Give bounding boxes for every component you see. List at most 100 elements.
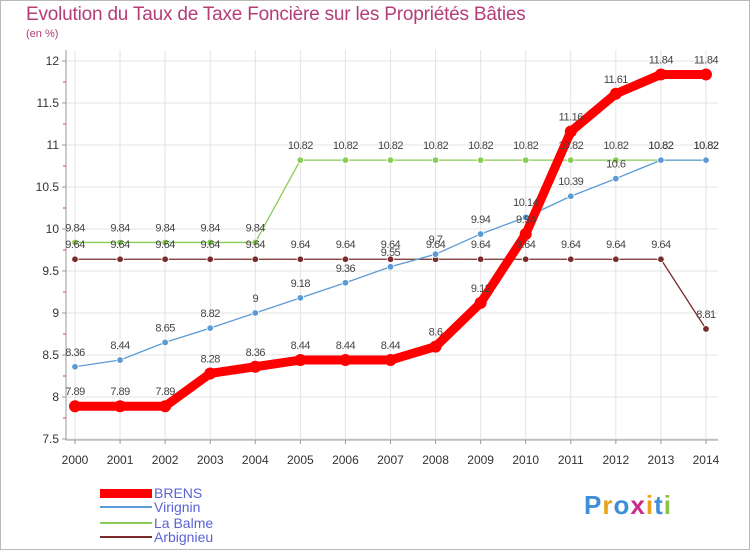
point-brens-2009 <box>474 296 487 309</box>
data-label-brens-2010: 9.94 <box>516 214 536 226</box>
data-label-la-balme-2001: 9.84 <box>110 222 130 234</box>
legend-label: BRENS <box>154 485 203 501</box>
ytick-label-11: 11 <box>47 138 60 152</box>
xtick-label-2005: 2005 <box>287 453 314 467</box>
point-la-balme-2009 <box>476 156 485 164</box>
xtick-label-2009: 2009 <box>467 453 494 467</box>
point-arbignieu-2010 <box>522 255 530 263</box>
data-label-la-balme-2011: 10.82 <box>558 140 583 152</box>
point-brens-2003 <box>204 367 217 380</box>
data-label-arbignieu-2011: 9.64 <box>561 239 581 251</box>
point-la-balme-2010 <box>522 156 530 164</box>
xtick-label-2012: 2012 <box>602 453 629 467</box>
point-brens-2004 <box>249 360 262 373</box>
logo-letter: i <box>645 490 655 520</box>
ytick-label-10: 10 <box>46 222 60 236</box>
xtick-label-2014: 2014 <box>693 453 720 467</box>
data-label-virignin-2000: 8.36 <box>65 347 85 359</box>
data-label-brens-2012: 11.61 <box>604 74 629 86</box>
legend-swatch <box>100 506 152 508</box>
point-la-balme-2001 <box>116 238 124 247</box>
data-label-virignin-2014: 10.82 <box>693 140 718 152</box>
data-label-virignin-2007: 9.55 <box>381 247 401 259</box>
data-label-la-balme-2008: 10.82 <box>423 140 448 152</box>
data-label-arbignieu-2003: 9.64 <box>200 239 220 251</box>
xtick-label-2003: 2003 <box>197 453 224 467</box>
point-arbignieu-2001 <box>116 255 124 263</box>
data-label-virignin-2001: 8.44 <box>110 340 130 352</box>
point-arbignieu-2004 <box>251 255 259 263</box>
data-label-virignin-2004: 9 <box>252 293 258 305</box>
data-label-virignin-2008: 9.7 <box>429 234 443 246</box>
point-arbignieu-2012 <box>612 255 620 263</box>
data-label-arbignieu-2007: 9.64 <box>381 239 401 251</box>
logo-letter: i <box>663 490 672 520</box>
point-arbignieu-2006 <box>341 255 350 263</box>
xtick-label-2004: 2004 <box>242 453 269 467</box>
data-label-arbignieu-2014: 8.81 <box>696 309 716 321</box>
logo-letter: P <box>584 490 603 520</box>
point-brens-2008 <box>429 340 442 353</box>
data-label-brens-2008: 8.6 <box>429 327 443 339</box>
data-label-la-balme-2005: 10.82 <box>288 140 313 152</box>
proxiti-logo: Proxiti <box>584 490 672 521</box>
point-virignin-2014 <box>702 156 710 164</box>
point-arbignieu-2003 <box>206 255 214 263</box>
point-brens-2012 <box>609 87 622 100</box>
data-label-brens-2005: 8.44 <box>291 340 311 352</box>
data-label-arbignieu-2013: 9.64 <box>651 239 671 251</box>
point-brens-2006 <box>339 354 352 367</box>
point-virignin-2012 <box>612 174 620 183</box>
data-label-virignin-2012: 10.6 <box>606 159 626 171</box>
data-label-brens-2009: 9.12 <box>471 283 491 295</box>
data-label-arbignieu-2001: 9.64 <box>110 239 130 251</box>
point-la-balme-2012 <box>612 156 620 164</box>
data-label-brens-2002: 7.89 <box>155 386 175 398</box>
legend-label: Arbignieu <box>154 529 214 545</box>
ytick-label-12: 12 <box>46 54 60 68</box>
data-label-virignin-2005: 9.18 <box>291 278 311 290</box>
point-la-balme-2000 <box>71 238 79 247</box>
point-arbignieu-2014 <box>702 325 710 333</box>
legend-label: Virignin <box>154 499 201 515</box>
logo-letter: r <box>602 490 614 520</box>
data-label-arbignieu-2002: 9.64 <box>155 239 175 251</box>
legend-item-virignin: Virignin <box>100 499 201 515</box>
legend-label: La Balme <box>154 515 214 531</box>
point-la-balme-2008 <box>431 156 440 164</box>
xtick-label-2002: 2002 <box>152 453 179 467</box>
point-arbignieu-2011 <box>567 255 575 263</box>
ytick-label-10.5: 10.5 <box>36 180 60 194</box>
point-virignin-2000 <box>71 363 79 371</box>
ytick-label-8.5: 8.5 <box>42 348 59 362</box>
data-label-virignin-2010: 10.14 <box>513 197 538 209</box>
point-arbignieu-2005 <box>296 255 305 263</box>
point-la-balme-2002 <box>161 238 169 247</box>
ytick-label-11.5: 11.5 <box>37 96 60 110</box>
data-label-la-balme-2012: 10.82 <box>603 140 628 152</box>
data-label-la-balme-2004: 9.84 <box>246 222 266 234</box>
data-label-la-balme-2003: 9.84 <box>200 222 220 234</box>
data-label-arbignieu-2009: 9.64 <box>471 239 491 251</box>
point-brens-2014 <box>699 68 712 81</box>
chart-subtitle: (en %) <box>26 28 59 40</box>
data-label-la-balme-2009: 10.82 <box>468 140 493 152</box>
data-label-la-balme-2013: 10.82 <box>648 140 673 152</box>
data-label-virignin-2002: 8.65 <box>155 322 175 334</box>
point-la-balme-2011 <box>567 156 575 164</box>
point-brens-2007 <box>384 354 397 367</box>
data-label-brens-2003: 8.28 <box>200 353 220 365</box>
logo-letter: x <box>630 490 646 520</box>
point-virignin-2002 <box>161 338 169 347</box>
data-label-brens-2006: 8.44 <box>336 340 356 352</box>
point-virignin-2006 <box>341 279 350 287</box>
data-label-virignin-2011: 10.39 <box>558 176 583 188</box>
point-brens-2005 <box>294 354 307 367</box>
point-brens-2000 <box>69 400 81 413</box>
point-virignin-2009 <box>476 230 485 238</box>
data-label-virignin-2006: 9.36 <box>336 263 356 275</box>
xtick-label-2000: 2000 <box>62 453 89 467</box>
point-virignin-2013 <box>657 156 665 164</box>
point-brens-2011 <box>564 125 577 138</box>
